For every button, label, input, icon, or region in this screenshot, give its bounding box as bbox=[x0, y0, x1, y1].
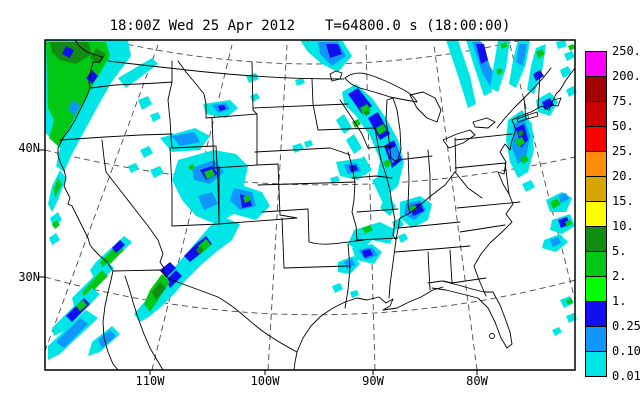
gulf-california-coast bbox=[124, 275, 164, 371]
colorbar-box bbox=[585, 126, 607, 152]
meridian-80w bbox=[433, 44, 478, 371]
colorbar-label: 1. bbox=[612, 294, 627, 308]
east-coastline bbox=[473, 67, 576, 297]
parallel-50n bbox=[107, 39, 523, 65]
parallel-30n bbox=[44, 276, 576, 316]
state-borders-midwest bbox=[311, 78, 457, 299]
lake-of-the-woods bbox=[329, 70, 343, 82]
colorbar-label: 20. bbox=[612, 169, 634, 183]
gulf-coastline bbox=[296, 286, 444, 353]
colorbar-label: 5. bbox=[612, 244, 627, 258]
colorbar-box bbox=[585, 251, 607, 277]
long-island bbox=[516, 111, 539, 123]
lat-label-30n: 30N bbox=[18, 270, 40, 284]
state-borders-plains bbox=[218, 61, 365, 309]
lake-huron bbox=[409, 91, 442, 123]
map-frame-group bbox=[39, 39, 576, 375]
colorbar-box bbox=[585, 51, 607, 77]
colorbar-label: 0.10 bbox=[612, 344, 640, 358]
meridian-70w bbox=[509, 44, 576, 301]
lon-label-100w: 100W bbox=[250, 374, 280, 388]
canada-border bbox=[107, 60, 345, 80]
colorbar-label: 15. bbox=[612, 194, 634, 208]
map-frame bbox=[44, 39, 576, 371]
lon-label-110w: 110W bbox=[135, 374, 165, 388]
colorbar-box bbox=[585, 176, 607, 202]
florida-outline bbox=[427, 280, 513, 349]
state-borders-east bbox=[454, 74, 541, 233]
mexico-border bbox=[112, 269, 298, 371]
colorbar-label: 250. bbox=[612, 44, 640, 58]
map-borders bbox=[57, 39, 576, 371]
colorbar-box bbox=[585, 101, 607, 127]
lake-michigan bbox=[385, 97, 402, 163]
colorbar-box bbox=[585, 201, 607, 227]
colorbar-box bbox=[585, 76, 607, 102]
colorbar-label: 50. bbox=[612, 119, 634, 133]
colorbar-label: 10. bbox=[612, 219, 634, 233]
colorbar-label: 25. bbox=[612, 144, 634, 158]
lon-label-90w: 90W bbox=[362, 374, 384, 388]
meridian-120w bbox=[44, 44, 159, 352]
meridian-100w bbox=[267, 44, 288, 371]
lon-ticks bbox=[149, 370, 478, 375]
colorbar-label: 200. bbox=[612, 69, 640, 83]
meridian-110w bbox=[151, 44, 233, 371]
meridian-90w bbox=[365, 44, 376, 371]
lake-superior bbox=[344, 72, 418, 103]
lon-label-80w: 80W bbox=[466, 374, 488, 388]
colorbar-box bbox=[585, 151, 607, 177]
lake-erie bbox=[442, 129, 476, 149]
colorbar-box bbox=[585, 226, 607, 252]
colorbar-box bbox=[585, 326, 607, 352]
colorbar-label: 2. bbox=[612, 269, 627, 283]
colorbar-label: 0.01 bbox=[612, 369, 640, 383]
title-sim-time: T=64800.0 s (18:00:00) bbox=[325, 18, 511, 34]
precipitation-layer bbox=[45, 40, 577, 360]
colorbar-label: 0.25 bbox=[612, 319, 640, 333]
state-borders-west bbox=[59, 60, 258, 273]
lake-okeechobee bbox=[489, 333, 495, 339]
colorbar-box bbox=[585, 276, 607, 302]
colorbar-box bbox=[585, 301, 607, 327]
parallel-40n bbox=[44, 149, 576, 186]
colorbar-box bbox=[585, 351, 607, 377]
lake-ontario bbox=[472, 117, 496, 129]
west-coastline bbox=[57, 39, 114, 272]
title-datetime: 18:00Z Wed 25 Apr 2012 bbox=[109, 18, 295, 34]
colorbar-label: 75. bbox=[612, 94, 634, 108]
state-borders-south bbox=[356, 208, 487, 291]
baja-coast bbox=[102, 270, 119, 371]
plot-title: 18:00Z Wed 25 Apr 2012 T=64800.0 s (18:0… bbox=[45, 18, 575, 34]
lat-ticks bbox=[39, 149, 45, 278]
lat-label-40n: 40N bbox=[18, 141, 40, 155]
